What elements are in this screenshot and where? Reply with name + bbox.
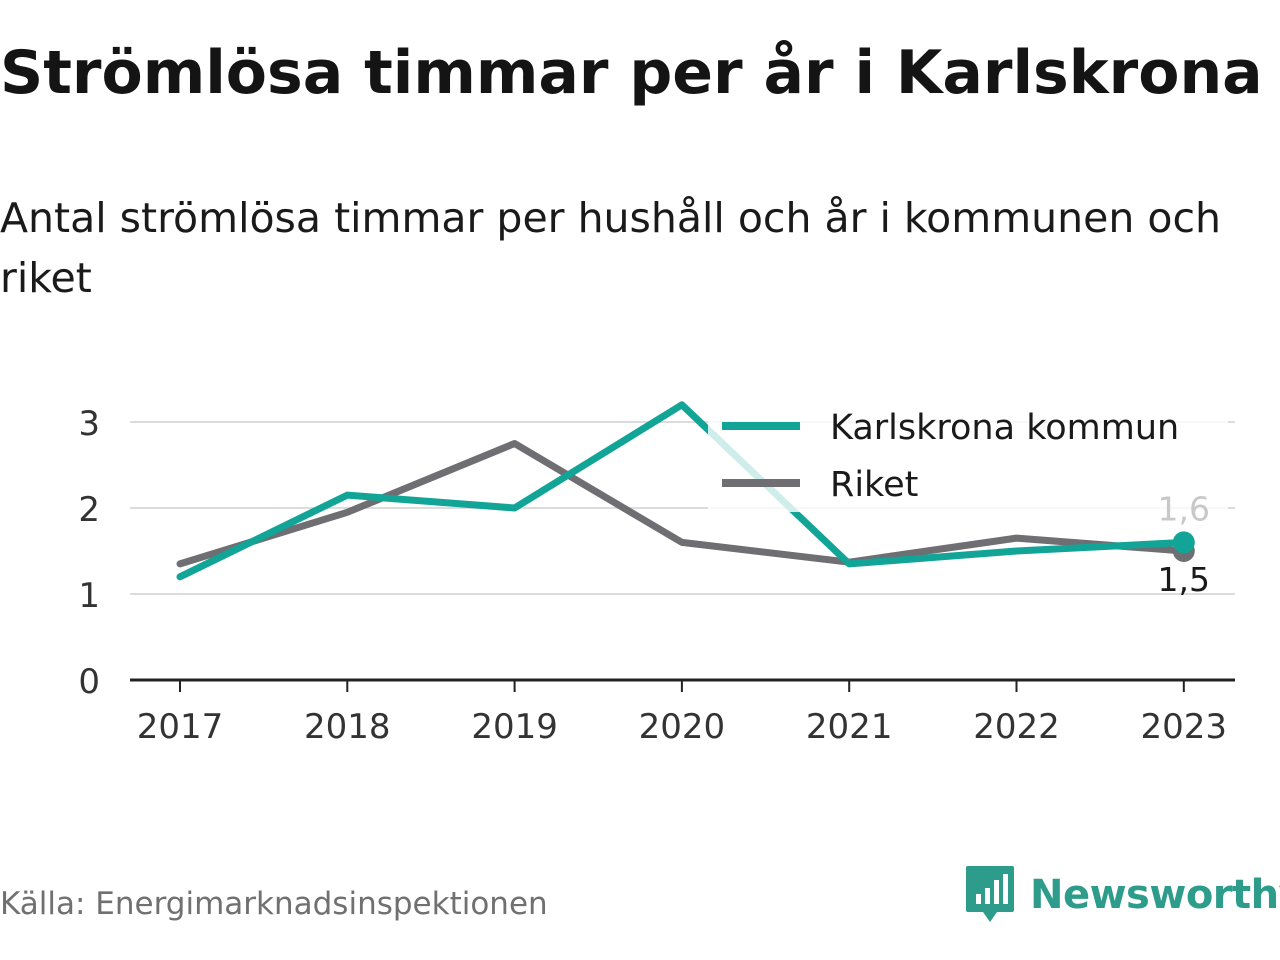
series-line-karlskrona <box>176 401 1188 581</box>
x-tick-label: 2018 <box>304 707 391 747</box>
source-note: Källa: Energimarknadsinspektionen <box>0 886 548 922</box>
chart-subtitle: Antal strömlösa timmar per hushåll och å… <box>0 194 1221 302</box>
bar-chart-speech-bubble-icon <box>966 866 1014 922</box>
y-tick-label: 2 <box>78 490 100 530</box>
x-tick-label: 2022 <box>973 707 1060 747</box>
newsworthy-brand: Newsworthy <box>964 864 1280 926</box>
end-label-riket: 1,5 <box>1158 560 1210 599</box>
x-tick-label: 2023 <box>1141 707 1228 747</box>
legend-label-riket: Riket <box>830 465 918 505</box>
x-tick-label: 2020 <box>639 707 726 747</box>
end-label-karlskrona: 1,6 <box>1158 489 1210 528</box>
y-tick-label: 0 <box>78 662 100 702</box>
x-tick-label: 2017 <box>137 707 224 747</box>
y-tick-label: 1 <box>78 576 100 616</box>
legend-backdrop <box>708 400 1228 512</box>
line-chart: 0 1 2 3 2017 2018 2019 2020 2021 2022 2023 Karlskro… <box>78 400 1235 747</box>
legend-label-karlskrona: Karlskrona kommun <box>830 408 1179 448</box>
series-line-riket <box>176 440 1188 568</box>
x-tick-label: 2019 <box>471 707 558 747</box>
x-tick-label: 2021 <box>806 707 893 747</box>
y-tick-label: 3 <box>78 404 100 444</box>
brand-name: Newsworthy <box>1030 872 1280 918</box>
end-marker-karlskrona <box>1172 531 1195 554</box>
chart-title: Strömlösa timmar per år i Karlskrona <box>0 38 1263 108</box>
